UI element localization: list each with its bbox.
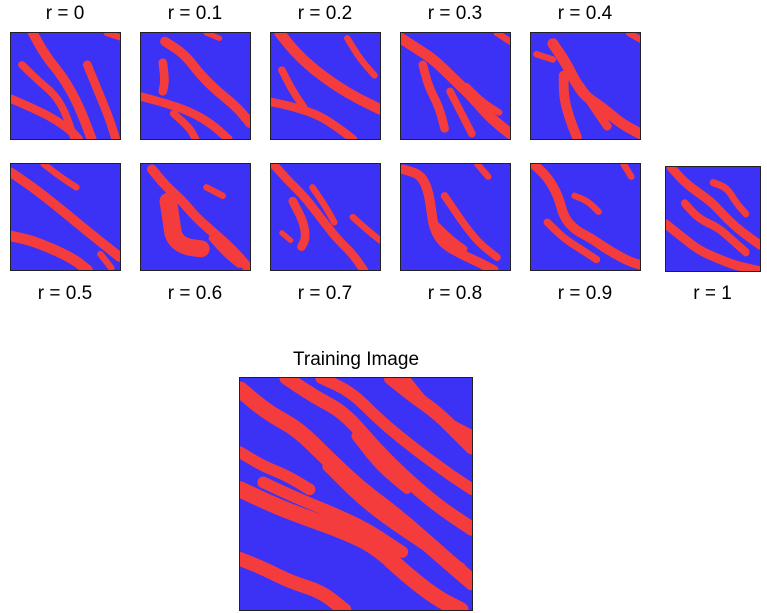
channel-2 (543, 218, 601, 264)
realization-r-0-5-image (11, 164, 120, 270)
channel-4 (463, 82, 503, 116)
channel-3 (309, 184, 338, 226)
channel-4 (349, 213, 380, 244)
channel-3 (446, 87, 476, 138)
channel-8 (257, 476, 409, 558)
channel-1 (531, 164, 640, 270)
realization-r-0-2-image (271, 33, 380, 139)
channel-5 (625, 33, 640, 43)
realization-r-0-5 (10, 163, 121, 271)
realization-r-0-3 (400, 32, 511, 140)
label-r-0-4: r = 0.4 (557, 3, 613, 24)
channel-3 (430, 219, 468, 252)
background-fill (141, 33, 250, 139)
label-r-0-1: r = 0.1 (167, 3, 223, 24)
channel-2 (271, 97, 358, 139)
channel-4 (169, 109, 200, 139)
channel-1 (160, 36, 250, 128)
realization-r-0-6-image (141, 164, 250, 270)
channel-2 (11, 230, 93, 270)
channel-1 (27, 33, 97, 139)
channel-3 (681, 199, 750, 257)
channel-1 (271, 164, 369, 270)
channel-6 (240, 446, 316, 496)
channel-1 (666, 167, 760, 250)
label-r-1: r = 1 (693, 283, 732, 304)
label-r-0-8: r = 0.8 (427, 283, 483, 304)
channel-2 (440, 192, 501, 261)
channel-2 (418, 60, 449, 133)
channel-3 (203, 184, 227, 199)
channel-2 (159, 192, 210, 258)
channel-11 (351, 431, 412, 494)
channel-7 (240, 481, 469, 610)
training-image-picture (240, 378, 472, 610)
channel-1 (11, 167, 120, 263)
channel-4 (709, 178, 750, 218)
realization-r-0-2 (270, 32, 381, 140)
realization-r-1-image (666, 167, 760, 271)
realization-r-0-3-image (401, 33, 510, 139)
channel-5 (401, 378, 472, 442)
channel-5 (103, 33, 120, 41)
training-image-title: Training Image (292, 349, 420, 370)
channel-4 (97, 250, 115, 270)
label-r-0-3: r = 0.3 (427, 3, 483, 24)
realization-r-0-7 (270, 163, 381, 271)
realization-r-1 (665, 166, 761, 272)
channel-4 (533, 51, 557, 63)
channel-2 (141, 92, 233, 139)
realization-r-0-9-image (531, 164, 640, 270)
realization-r-0-1-image (141, 33, 250, 139)
channel-2 (558, 70, 582, 139)
channel-3 (158, 58, 169, 96)
channel-2 (288, 196, 310, 251)
channel-5 (493, 33, 510, 45)
channel-5 (279, 230, 294, 243)
channel-4 (82, 60, 120, 139)
channel-4 (208, 235, 243, 268)
label-r-0-5: r = 0.5 (37, 283, 93, 304)
channel-3 (278, 66, 308, 111)
channel-1 (274, 33, 380, 115)
channel-3 (18, 61, 79, 139)
channel-4 (474, 164, 492, 180)
realization-r-0-7-image (271, 164, 380, 270)
channel-2 (666, 219, 760, 271)
realization-r-0-4 (530, 32, 641, 140)
channel-4 (620, 164, 635, 180)
channel-3 (315, 378, 472, 496)
channel-9 (240, 552, 352, 610)
channel-3 (575, 81, 612, 131)
channel-3 (571, 192, 602, 215)
label-r-0-9: r = 0.9 (557, 283, 613, 304)
channel-1 (401, 33, 510, 139)
realization-r-0-8-image (401, 164, 510, 270)
channel-10 (322, 460, 467, 575)
channel-3 (40, 164, 80, 191)
realization-r-0-image (11, 33, 120, 139)
realization-r-0-6 (140, 163, 251, 271)
channel-4 (344, 35, 378, 79)
label-r-0: r = 0 (45, 3, 85, 24)
realization-r-0-8 (400, 163, 511, 271)
realization-r-0-1 (140, 32, 251, 140)
label-r-0-2: r = 0.2 (297, 3, 353, 24)
training-image (239, 377, 473, 611)
channel-5 (203, 33, 223, 41)
realization-r-0 (10, 32, 121, 140)
channel-2 (279, 378, 472, 536)
label-r-0-6: r = 0.6 (167, 283, 223, 304)
label-r-0-7: r = 0.7 (297, 283, 353, 304)
realization-r-0-9 (530, 163, 641, 271)
realization-r-0-4-image (531, 33, 640, 139)
channel-1 (146, 164, 250, 270)
